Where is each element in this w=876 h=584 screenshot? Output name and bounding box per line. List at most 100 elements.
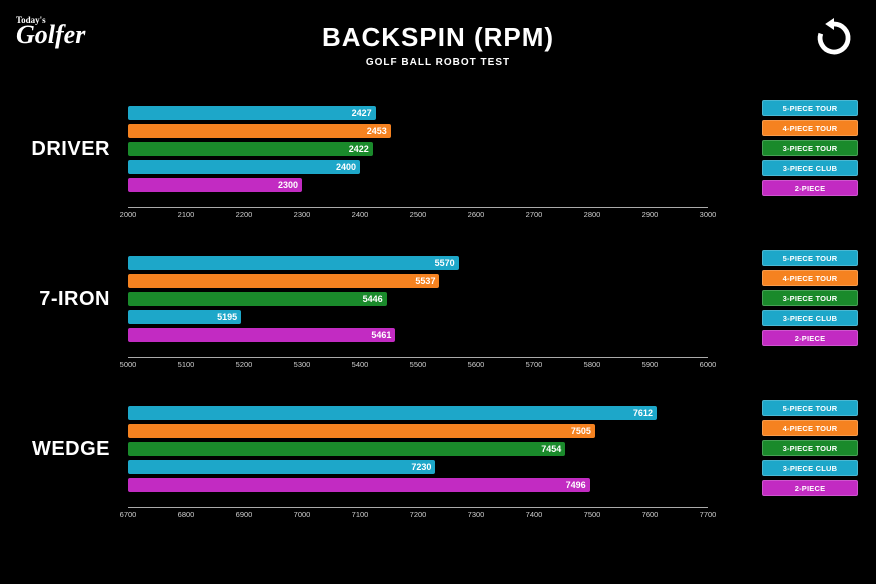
chart-title: BACKSPIN (RPM) bbox=[0, 22, 876, 53]
axis-tick: 5900 bbox=[642, 360, 659, 369]
panel-label-driver: DRIVER bbox=[0, 138, 110, 161]
bar-value-label: 7454 bbox=[541, 442, 561, 456]
legend-item-label: 5-PIECE TOUR bbox=[783, 254, 838, 263]
axis-tick: 7700 bbox=[700, 510, 717, 519]
bar-value-label: 2427 bbox=[352, 106, 372, 120]
legend-item: 2-PIECE bbox=[762, 180, 858, 196]
bar: 7612 bbox=[128, 406, 657, 420]
axis-tick: 6800 bbox=[178, 510, 195, 519]
bar: 2422 bbox=[128, 142, 373, 156]
legend-item-label: 3-PIECE CLUB bbox=[783, 464, 838, 473]
bar: 5461 bbox=[128, 328, 395, 342]
axis-tick: 2200 bbox=[236, 210, 253, 219]
bar-value-label: 5195 bbox=[217, 310, 237, 324]
axis-tick: 5000 bbox=[120, 360, 137, 369]
axis-wedge: 6700680069007000710072007300740075007600… bbox=[128, 510, 708, 528]
bar-value-label: 5446 bbox=[363, 292, 383, 306]
axis-tick: 2600 bbox=[468, 210, 485, 219]
legend-item-label: 2-PIECE bbox=[795, 184, 826, 193]
axis-tick: 6000 bbox=[700, 360, 717, 369]
bar-value-label: 7230 bbox=[411, 460, 431, 474]
axis-tick: 5100 bbox=[178, 360, 195, 369]
axis-tick: 2900 bbox=[642, 210, 659, 219]
legend-7iron: 5-PIECE TOUR 4-PIECE TOUR 3-PIECE TOUR 3-PI… bbox=[762, 250, 858, 350]
bar: 2453 bbox=[128, 124, 391, 138]
legend-item-label: 3-PIECE TOUR bbox=[783, 144, 838, 153]
bar-value-label: 2300 bbox=[278, 178, 298, 192]
legend-item-label: 3-PIECE TOUR bbox=[783, 294, 838, 303]
bar: 7230 bbox=[128, 460, 435, 474]
legend-item-label: 4-PIECE TOUR bbox=[783, 424, 838, 433]
legend-item-label: 2-PIECE bbox=[795, 334, 826, 343]
chart-subtitle: GOLF BALL ROBOT TEST bbox=[0, 57, 876, 68]
bar-value-label: 2453 bbox=[367, 124, 387, 138]
chart-area-driver: 2427 2453 2422 2400 2300 bbox=[128, 100, 708, 210]
bar: 5195 bbox=[128, 310, 241, 324]
axis-tick: 2700 bbox=[526, 210, 543, 219]
axis-tick: 7500 bbox=[584, 510, 601, 519]
bar-value-label: 7505 bbox=[571, 424, 591, 438]
legend-item: 5-PIECE TOUR bbox=[762, 100, 858, 116]
bar: 7454 bbox=[128, 442, 565, 456]
legend-item: 4-PIECE TOUR bbox=[762, 420, 858, 436]
axis-tick: 2800 bbox=[584, 210, 601, 219]
legend-item: 3-PIECE TOUR bbox=[762, 440, 858, 456]
bar: 7496 bbox=[128, 478, 590, 492]
bar-value-label: 7612 bbox=[633, 406, 653, 420]
axis-tick: 7400 bbox=[526, 510, 543, 519]
chart-area-wedge: 7612 7505 7454 7230 7496 bbox=[128, 400, 708, 510]
legend-item: 3-PIECE TOUR bbox=[762, 290, 858, 306]
legend-item: 4-PIECE TOUR bbox=[762, 270, 858, 286]
axis-tick: 5800 bbox=[584, 360, 601, 369]
bar: 2400 bbox=[128, 160, 360, 174]
bar-value-label: 2400 bbox=[336, 160, 356, 174]
axis-tick: 7100 bbox=[352, 510, 369, 519]
axis-tick: 3000 bbox=[700, 210, 717, 219]
legend-wedge: 5-PIECE TOUR 4-PIECE TOUR 3-PIECE TOUR 3-PI… bbox=[762, 400, 858, 500]
legend-item-label: 5-PIECE TOUR bbox=[783, 404, 838, 413]
bar-value-label: 7496 bbox=[566, 478, 586, 492]
axis-tick: 7000 bbox=[294, 510, 311, 519]
panel-label-7iron: 7-IRON bbox=[0, 288, 110, 311]
refresh-icon[interactable] bbox=[814, 18, 854, 58]
axis-tick: 5300 bbox=[294, 360, 311, 369]
bar: 5537 bbox=[128, 274, 439, 288]
axis-tick: 6700 bbox=[120, 510, 137, 519]
bar: 7505 bbox=[128, 424, 595, 438]
legend-item: 3-PIECE TOUR bbox=[762, 140, 858, 156]
axis-tick: 5200 bbox=[236, 360, 253, 369]
panel-driver: DRIVER 24272453242224002300 200021002200… bbox=[0, 100, 876, 240]
axis-tick: 2400 bbox=[352, 210, 369, 219]
axis-tick: 2100 bbox=[178, 210, 195, 219]
legend-item-label: 4-PIECE TOUR bbox=[783, 124, 838, 133]
axis-tick: 7200 bbox=[410, 510, 427, 519]
legend-item: 2-PIECE bbox=[762, 330, 858, 346]
bar: 2427 bbox=[128, 106, 376, 120]
bar-value-label: 5537 bbox=[415, 274, 435, 288]
legend-driver: 5-PIECE TOUR 4-PIECE TOUR 3-PIECE TOUR 3-PI… bbox=[762, 100, 858, 200]
legend-item: 3-PIECE CLUB bbox=[762, 460, 858, 476]
bar: 5446 bbox=[128, 292, 387, 306]
panel-wedge: WEDGE 76127505745472307496 6700680069007… bbox=[0, 400, 876, 540]
legend-item: 3-PIECE CLUB bbox=[762, 160, 858, 176]
axis-tick: 2300 bbox=[294, 210, 311, 219]
title-block: BACKSPIN (RPM) GOLF BALL ROBOT TEST bbox=[0, 22, 876, 68]
legend-item: 5-PIECE TOUR bbox=[762, 400, 858, 416]
axis-tick: 5400 bbox=[352, 360, 369, 369]
axis-tick: 2500 bbox=[410, 210, 427, 219]
axis-tick: 7300 bbox=[468, 510, 485, 519]
legend-item-label: 4-PIECE TOUR bbox=[783, 274, 838, 283]
axis-tick: 6900 bbox=[236, 510, 253, 519]
legend-item-label: 5-PIECE TOUR bbox=[783, 104, 838, 113]
legend-item-label: 3-PIECE CLUB bbox=[783, 314, 838, 323]
axis-7iron: 5000510052005300540055005600570058005900… bbox=[128, 360, 708, 378]
axis-tick: 7600 bbox=[642, 510, 659, 519]
axis-tick: 5600 bbox=[468, 360, 485, 369]
legend-item: 3-PIECE CLUB bbox=[762, 310, 858, 326]
chart-area-7iron: 55705537544651955461 bbox=[128, 250, 708, 360]
axis-driver: 2000210022002300240025002600270028002900… bbox=[128, 210, 708, 228]
bar-value-label: 5461 bbox=[371, 328, 391, 342]
bar: 2300 bbox=[128, 178, 302, 192]
axis-tick: 5500 bbox=[410, 360, 427, 369]
bar-value-label: 2422 bbox=[349, 142, 369, 156]
